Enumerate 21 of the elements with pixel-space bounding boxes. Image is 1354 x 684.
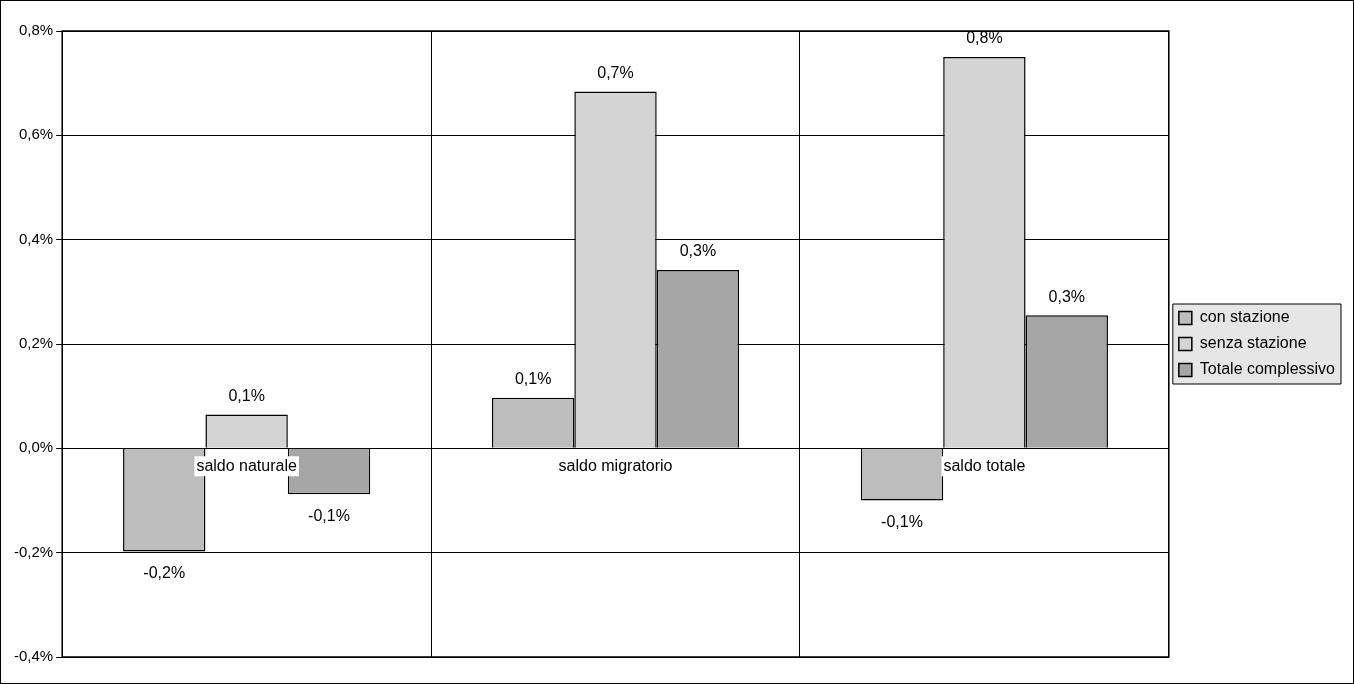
y-tick-label: -0,2% — [14, 542, 54, 560]
legend-label: Totale complessivo — [1199, 360, 1336, 378]
data-label: 0,3% — [1048, 287, 1086, 305]
x-tick-label: saldo naturale — [196, 456, 297, 474]
y-tick-label: 0,8% — [18, 21, 54, 39]
y-tick-label: 0,6% — [18, 125, 54, 143]
legend-label: con stazione — [1199, 308, 1290, 326]
data-label: -0,2% — [143, 564, 186, 582]
y-tick-label: 0,0% — [18, 438, 54, 456]
y-tick-label: -0,4% — [14, 647, 54, 665]
data-label: 0,7% — [597, 63, 634, 81]
data-label: 0,1% — [514, 370, 552, 388]
y-tick-label: 0,2% — [18, 334, 54, 352]
data-label: 0,3% — [679, 242, 717, 260]
x-tick-label: saldo totale — [943, 456, 1026, 474]
legend-label: senza stazione — [1199, 334, 1307, 352]
x-tick-label: saldo migratorio — [558, 456, 673, 474]
data-label: -0,1% — [308, 506, 350, 524]
y-tick-label: 0,4% — [18, 229, 54, 247]
data-label: 0,1% — [228, 386, 265, 404]
data-label: -0,1% — [881, 512, 923, 530]
